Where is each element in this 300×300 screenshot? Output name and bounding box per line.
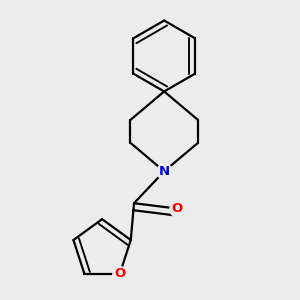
Text: O: O — [171, 202, 182, 215]
Text: N: N — [159, 165, 170, 178]
Text: O: O — [114, 267, 125, 280]
